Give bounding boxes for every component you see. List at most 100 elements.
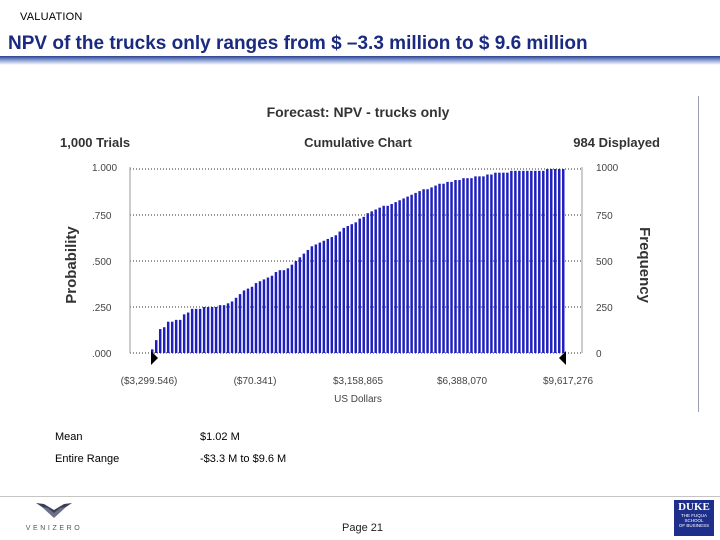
- cumulative-bar: [210, 307, 214, 353]
- cumulative-bar: [470, 178, 473, 353]
- stat-value-mean: $1.02 M: [200, 431, 240, 443]
- cumulative-bar: [450, 181, 453, 353]
- x-tick-label: ($3,299.546): [121, 376, 178, 387]
- x-tick-label: $3,158,865: [333, 376, 383, 387]
- cumulative-bar: [294, 261, 298, 353]
- cumulative-bar: [346, 226, 349, 353]
- cumulative-bar: [430, 187, 433, 353]
- cumulative-bar: [526, 170, 529, 353]
- stat-value-range: -$3.3 M to $9.6 M: [200, 453, 287, 465]
- cumulative-bar: [554, 169, 557, 353]
- displayed-label: 984 Displayed: [573, 135, 660, 150]
- cumulative-bar: [274, 272, 278, 353]
- duke-subtitle-line: OF BUSINESS: [678, 523, 710, 528]
- cumulative-bar: [502, 172, 505, 353]
- stat-label-mean: Mean: [55, 431, 83, 443]
- section-label: VALUATION: [20, 11, 83, 23]
- x-tick-label: ($70.341): [234, 376, 277, 387]
- cumulative-bar: [178, 319, 182, 353]
- cumulative-bar: [206, 307, 210, 353]
- slide-title: NPV of the trucks only ranges from $ –3.…: [8, 33, 588, 54]
- cumulative-bar: [230, 301, 234, 353]
- cumulative-bar: [174, 319, 178, 353]
- cumulative-bar: [374, 209, 377, 353]
- cumulative-bar: [562, 169, 565, 353]
- title-underline: [0, 56, 720, 65]
- cumulative-bar: [462, 178, 465, 353]
- cumulative-bar: [282, 270, 286, 353]
- duke-wordmark: DUKE: [678, 501, 710, 513]
- cumulative-bar: [194, 308, 198, 353]
- cumulative-bar: [166, 321, 170, 353]
- cumulative-bar: [366, 213, 369, 353]
- cumulative-bar: [454, 180, 457, 353]
- left-tick-label: .250: [92, 303, 112, 314]
- bars: [151, 169, 565, 353]
- cumulative-bar: [298, 257, 302, 353]
- cumulative-bar: [262, 279, 266, 353]
- cumulative-bar: [222, 305, 226, 353]
- cumulative-bar: [414, 192, 417, 353]
- cumulative-bar: [186, 312, 190, 353]
- cumulative-bar: [362, 216, 365, 353]
- cumulative-bar: [458, 180, 461, 353]
- cumulative-bar: [182, 314, 186, 353]
- cumulative-bar: [314, 244, 318, 353]
- cumulative-bar: [334, 235, 338, 353]
- y-axis-label-right: Frequency: [636, 227, 653, 304]
- right-tick-label: 250: [596, 303, 613, 314]
- cumulative-bar: [418, 191, 421, 353]
- right-tick-label: 750: [596, 211, 613, 222]
- chart-frame-line: [698, 96, 699, 412]
- cumulative-bar: [214, 307, 218, 353]
- venizero-logo: VENIZERO: [26, 503, 80, 532]
- cumulative-bar: [202, 307, 206, 353]
- cumulative-bar: [542, 170, 545, 353]
- cumulative-bar: [530, 170, 533, 353]
- duke-logo: DUKE THE FUQUA SCHOOL OF BUSINESS: [674, 500, 714, 536]
- cumulative-bar: [482, 176, 485, 353]
- cumulative-bar: [410, 194, 413, 353]
- left-tick-label: .000: [92, 349, 112, 360]
- cumulative-bar: [446, 181, 449, 353]
- cumulative-bar: [494, 172, 497, 353]
- cumulative-bar: [310, 246, 314, 353]
- cumulative-bar: [302, 253, 306, 353]
- cumulative-bar: [510, 170, 513, 353]
- cumulative-bar: [234, 297, 238, 353]
- cumulative-bar: [386, 205, 389, 353]
- cumulative-bar: [478, 176, 481, 353]
- cumulative-bar: [370, 211, 373, 353]
- cumulative-bar: [250, 286, 254, 353]
- cumulative-bar: [266, 277, 270, 353]
- right-tick-label: 0: [596, 349, 602, 360]
- range-end-marker: [559, 351, 566, 365]
- cumulative-bar: [278, 270, 282, 353]
- cumulative-bar: [538, 170, 541, 353]
- cumulative-bar: [378, 207, 381, 353]
- cumulative-bar: [338, 231, 342, 353]
- cumulative-bar: [534, 170, 537, 353]
- cumulative-bar: [498, 172, 501, 353]
- cumulative-bar: [434, 185, 437, 353]
- cumulative-bar: [394, 202, 397, 353]
- cumulative-bar: [474, 176, 477, 353]
- left-tick-label: .750: [92, 211, 112, 222]
- logo-wing-lower-icon: [42, 507, 66, 518]
- x-tick-label: $9,617,276: [543, 376, 593, 387]
- cumulative-bar: [226, 303, 230, 353]
- cumulative-bar: [546, 169, 549, 353]
- cumulative-bar: [158, 329, 162, 353]
- y-axis-label-left: Probability: [63, 226, 80, 304]
- page-label: Page 21: [342, 522, 383, 534]
- cumulative-bar: [342, 227, 346, 353]
- cumulative-bar: [238, 294, 242, 353]
- cumulative-bar: [390, 203, 393, 353]
- chart-title: Forecast: NPV - trucks only: [267, 104, 450, 120]
- cumulative-bar: [382, 205, 385, 353]
- range-start-marker: [151, 351, 158, 365]
- footer-divider: [0, 496, 720, 497]
- x-tick-label: $6,388,070: [437, 376, 487, 387]
- cumulative-bar: [286, 268, 290, 353]
- cumulative-bar: [550, 169, 553, 353]
